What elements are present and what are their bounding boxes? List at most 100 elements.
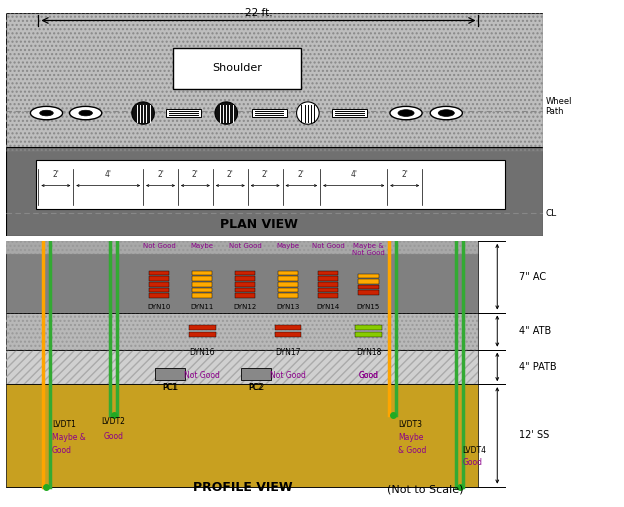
Text: PC1: PC1 (163, 383, 177, 392)
Text: Not Good: Not Good (143, 243, 175, 249)
Bar (275, 325, 301, 331)
Circle shape (390, 106, 422, 120)
Text: 4': 4' (105, 170, 112, 179)
Bar (6, 241, 479, 312)
Bar (358, 291, 379, 295)
Text: CL: CL (545, 209, 557, 218)
Bar (358, 279, 379, 284)
Text: 12' SS: 12' SS (519, 430, 549, 441)
Text: LVDT2: LVDT2 (102, 417, 125, 426)
Text: (Not to Scale): (Not to Scale) (387, 484, 463, 494)
Bar (6, 241, 479, 254)
Bar (188, 332, 215, 337)
Bar (278, 294, 298, 298)
Bar (278, 282, 298, 286)
Bar (251, 109, 286, 117)
Bar (278, 276, 298, 281)
Bar (192, 276, 212, 281)
Bar (318, 271, 338, 275)
Circle shape (79, 110, 92, 116)
Bar (36, 160, 505, 209)
Text: DYN15: DYN15 (357, 304, 380, 310)
Bar (235, 282, 255, 286)
Bar (241, 368, 271, 380)
Text: 2': 2' (192, 170, 199, 179)
Text: DYN18: DYN18 (356, 348, 381, 357)
Bar (235, 287, 255, 293)
Bar (155, 368, 185, 380)
Bar (6, 13, 543, 151)
Text: LVDT4: LVDT4 (462, 446, 486, 455)
Text: LVDT1: LVDT1 (52, 420, 76, 429)
Text: 7" AC: 7" AC (519, 272, 546, 282)
Bar (355, 332, 382, 337)
Text: Not Good: Not Good (184, 372, 220, 380)
Text: Good: Good (104, 431, 124, 441)
Bar (355, 325, 382, 331)
Bar (275, 332, 301, 337)
Circle shape (40, 110, 53, 116)
Bar (6, 312, 479, 350)
Bar (332, 109, 367, 117)
Bar (6, 350, 479, 384)
Circle shape (69, 106, 102, 120)
Text: Maybe: Maybe (276, 243, 300, 249)
Text: Good: Good (52, 446, 72, 455)
Circle shape (398, 110, 414, 117)
Text: Not Good: Not Good (270, 372, 306, 380)
Bar (318, 282, 338, 286)
Bar (192, 271, 212, 275)
Text: & Good: & Good (398, 446, 426, 455)
Bar (235, 271, 255, 275)
Bar (149, 282, 169, 286)
Bar (358, 285, 379, 289)
Bar (235, 276, 255, 281)
Circle shape (430, 106, 462, 120)
Bar (188, 325, 215, 331)
Bar (149, 271, 169, 275)
Text: 2': 2' (261, 170, 268, 179)
Text: 2': 2' (298, 170, 305, 179)
Bar (166, 109, 201, 117)
Text: Wheel
Path: Wheel Path (545, 97, 572, 116)
Text: Shoulder: Shoulder (212, 63, 262, 74)
Text: DYN17: DYN17 (275, 348, 301, 357)
Text: PC2: PC2 (248, 383, 264, 392)
Text: 2': 2' (401, 170, 408, 179)
Ellipse shape (132, 102, 154, 124)
Bar (318, 287, 338, 293)
Text: LVDT3: LVDT3 (398, 420, 422, 429)
Text: DYN16: DYN16 (189, 348, 215, 357)
Text: 4" PATB: 4" PATB (519, 362, 557, 372)
Text: DYN11: DYN11 (190, 304, 214, 310)
Bar (149, 276, 169, 281)
Bar (318, 294, 338, 298)
Bar (6, 350, 479, 384)
Text: 2': 2' (52, 170, 59, 179)
Bar (318, 276, 338, 281)
Bar (192, 294, 212, 298)
Bar (149, 287, 169, 293)
Bar (6, 241, 479, 254)
Bar (6, 13, 543, 151)
Bar (278, 271, 298, 275)
Text: PROFILE VIEW: PROFILE VIEW (193, 481, 292, 494)
Text: 22 ft.: 22 ft. (245, 8, 272, 18)
Bar (278, 287, 298, 293)
Text: 4': 4' (350, 170, 357, 179)
Text: Not Good: Not Good (312, 243, 344, 249)
Text: Maybe &: Maybe & (52, 433, 85, 442)
Bar (6, 384, 479, 487)
Text: Good: Good (358, 372, 379, 380)
Ellipse shape (215, 102, 238, 124)
Bar (192, 287, 212, 293)
Text: Maybe: Maybe (398, 433, 423, 442)
Text: 2': 2' (157, 170, 164, 179)
Text: PLAN VIEW: PLAN VIEW (220, 219, 298, 231)
Bar (6, 312, 479, 350)
Bar (358, 274, 379, 278)
Text: DYN10: DYN10 (147, 304, 171, 310)
Text: Good: Good (462, 458, 482, 467)
Bar (235, 294, 255, 298)
Text: PC2: PC2 (248, 383, 263, 392)
